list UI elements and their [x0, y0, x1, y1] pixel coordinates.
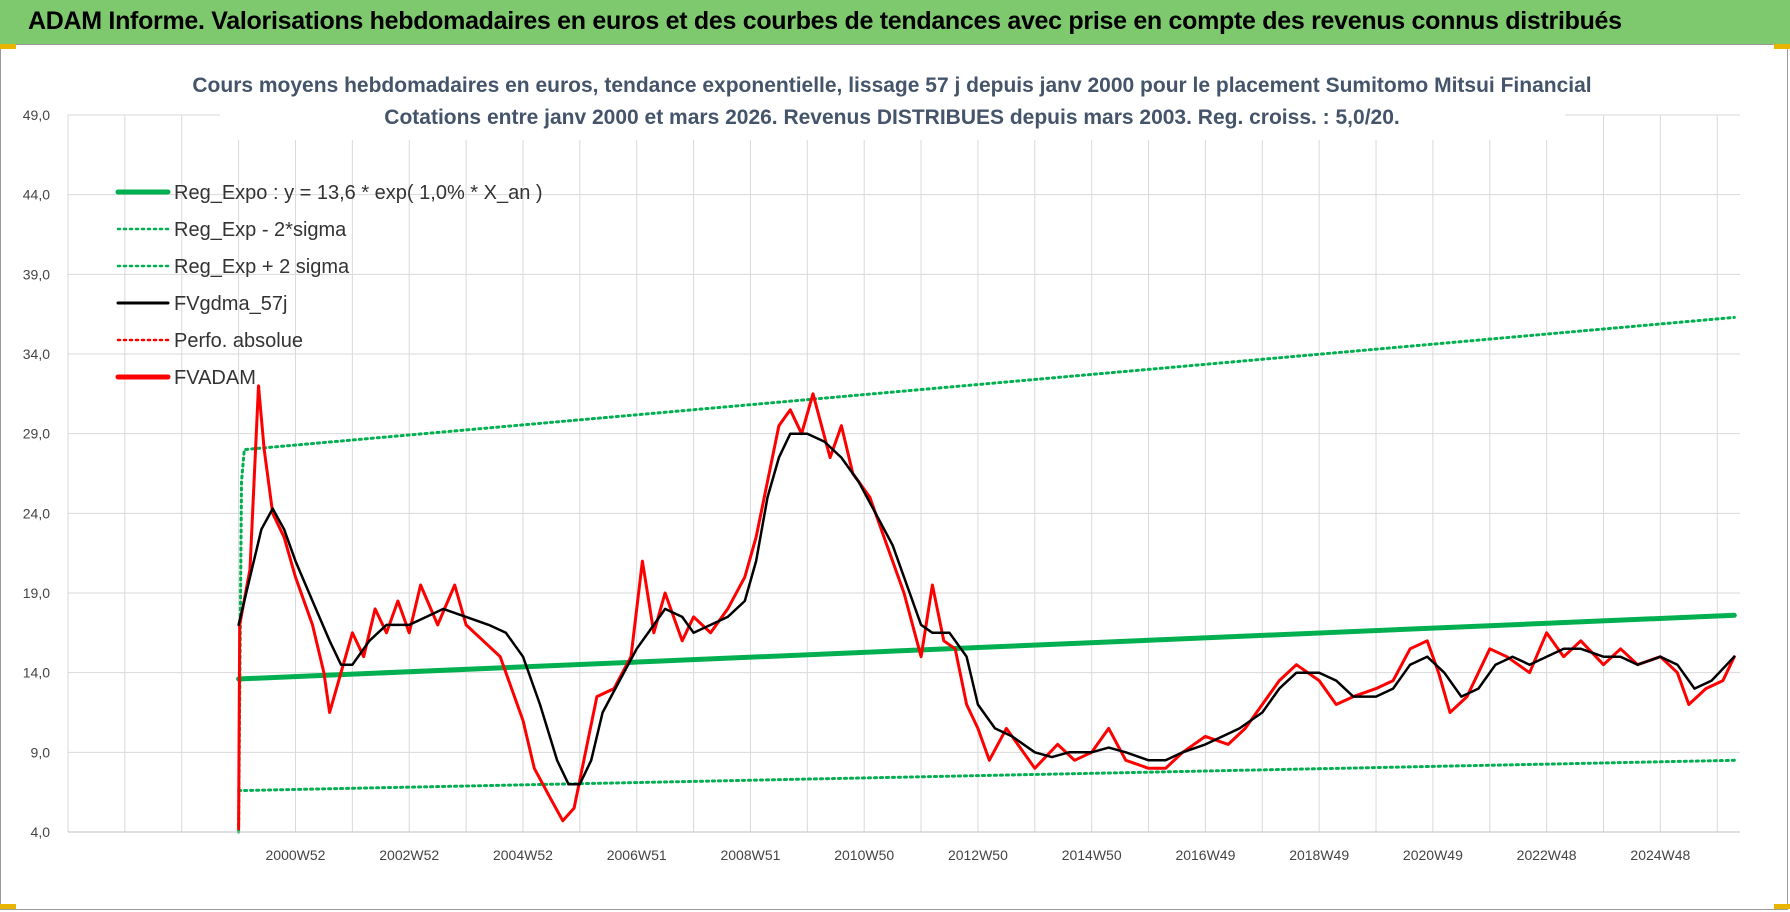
y-tick-label: 24,0 — [23, 505, 50, 521]
x-tick-label: 2012W50 — [948, 847, 1008, 863]
y-tick-label: 19,0 — [23, 585, 50, 601]
series-line-5 — [237, 384, 1736, 831]
x-tick-label: 2006W51 — [607, 847, 667, 863]
legend-label: Reg_Exp + 2 sigma — [174, 256, 350, 278]
legend-label: FVADAM — [174, 367, 256, 389]
legend-label: FVgdma_57j — [174, 293, 287, 315]
y-tick-label: 34,0 — [23, 346, 50, 362]
corner-marker-bottom-right — [1774, 904, 1790, 909]
y-tick-label: 39,0 — [23, 266, 50, 282]
x-tick-label: 2016W49 — [1175, 847, 1235, 863]
corner-marker-right — [1774, 44, 1790, 49]
y-tick-label: 14,0 — [23, 665, 50, 681]
legend-label: Reg_Expo : y = 13,6 * exp( 1,0% * X_an ) — [174, 182, 543, 204]
axes: 4,0 9,0 14,0 19,0 24,0 29,0 34,0 39,0 44,0 49,0 20… — [23, 107, 1740, 863]
y-tick-label: 29,0 — [23, 426, 50, 442]
title-backdrop — [220, 62, 1565, 140]
x-tick-label: 2008W51 — [720, 847, 780, 863]
legend-label: Perfo. absolue — [174, 330, 303, 352]
x-tick-label: 2014W50 — [1062, 847, 1122, 863]
corner-marker-left — [0, 44, 16, 49]
series-line-3 — [237, 432, 1736, 786]
x-tick-label: 2004W52 — [493, 847, 553, 863]
title-banner: ADAM Informe. Valorisations hebdomadaire… — [0, 0, 1790, 45]
y-tick-label: 49,0 — [23, 107, 50, 123]
series-line-0 — [236, 612, 1737, 682]
chart-title-line-2: Cotations entre janv 2000 et mars 2026. … — [384, 106, 1399, 129]
series-layer — [236, 315, 1737, 834]
corner-marker-bottom-left — [0, 904, 16, 909]
chart-title-line-1: Cours moyens hebdomadaires en euros, ten… — [192, 74, 1591, 97]
y-tick-label: 4,0 — [31, 824, 51, 840]
chart-frame — [0, 44, 1788, 910]
x-tick-label: 2020W49 — [1403, 847, 1463, 863]
y-tick-label: 9,0 — [31, 744, 51, 760]
x-tick-label: 2024W48 — [1630, 847, 1690, 863]
legend: Reg_Expo : y = 13,6 * exp( 1,0% * X_an )… — [115, 182, 543, 389]
x-tick-label: 2010W50 — [834, 847, 894, 863]
legend-label: Reg_Exp - 2*sigma — [174, 219, 347, 241]
banner-title: ADAM Informe. Valorisations hebdomadaire… — [28, 7, 1622, 35]
y-tick-label: 44,0 — [23, 187, 50, 203]
x-tick-label: 2002W52 — [379, 847, 439, 863]
series-line-1 — [237, 758, 1736, 793]
x-tick-label: 2018W49 — [1289, 847, 1349, 863]
x-tick-label: 2000W52 — [266, 847, 326, 863]
x-tick-label: 2022W48 — [1517, 847, 1577, 863]
